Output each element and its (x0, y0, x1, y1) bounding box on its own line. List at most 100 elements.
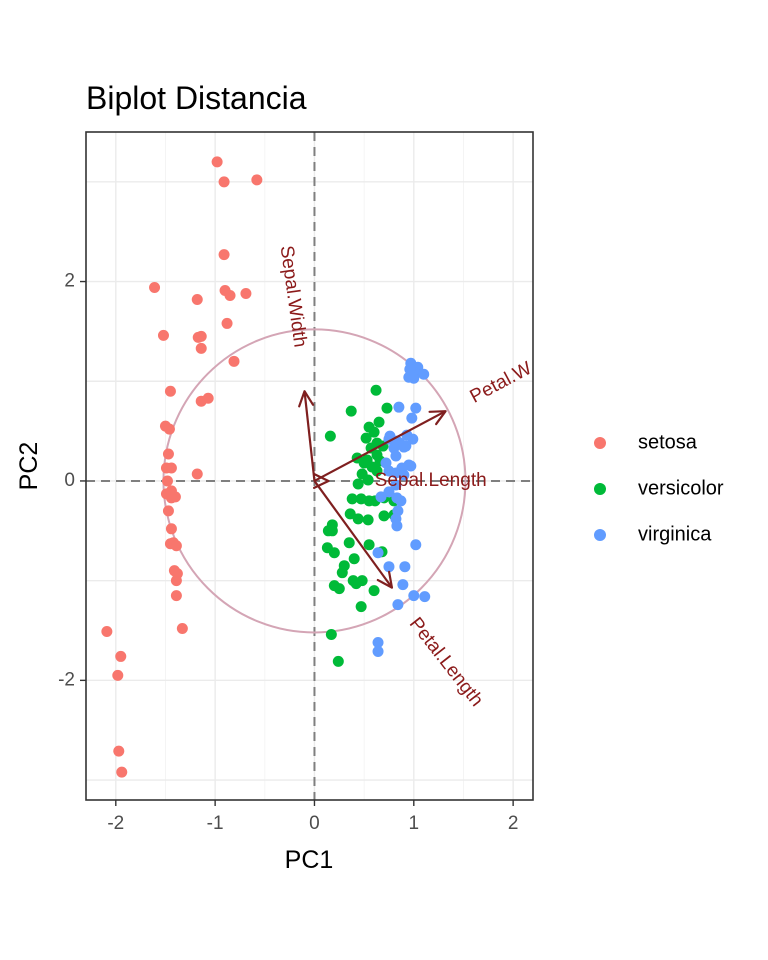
point-virginica (406, 412, 418, 424)
point-setosa (101, 626, 113, 638)
points-layer (101, 156, 431, 778)
point-virginica (372, 636, 384, 648)
point-versicolor (368, 426, 380, 438)
point-versicolor (346, 493, 358, 505)
point-virginica (390, 450, 402, 462)
y-tick-label: 2 (64, 271, 75, 292)
point-versicolor (356, 575, 368, 587)
point-virginica (399, 561, 411, 573)
point-virginica (410, 539, 422, 551)
point-setosa (228, 355, 240, 367)
loading-arrow-petal-length (313, 480, 394, 589)
point-setosa (164, 385, 176, 397)
point-virginica (393, 401, 405, 413)
point-setosa (170, 540, 182, 552)
point-setosa (115, 650, 127, 662)
point-versicolor (325, 628, 337, 640)
point-versicolor (348, 553, 360, 565)
point-virginica (398, 469, 410, 481)
point-virginica (410, 402, 422, 414)
point-versicolor (371, 465, 383, 477)
point-virginica (408, 590, 420, 602)
point-versicolor (381, 402, 393, 414)
legend-label-virginica: virginica (638, 523, 712, 545)
legend-key-versicolor (594, 483, 606, 495)
point-setosa (191, 293, 203, 305)
point-versicolor (321, 542, 333, 554)
point-virginica (398, 441, 410, 453)
point-setosa (162, 505, 174, 517)
point-virginica (383, 486, 395, 498)
point-setosa (195, 342, 207, 354)
point-setosa (192, 331, 204, 343)
point-setosa (240, 288, 252, 300)
point-setosa (218, 249, 230, 261)
point-setosa (165, 523, 177, 535)
point-setosa (157, 329, 169, 341)
point-virginica (408, 372, 420, 384)
legend-item-virginica: virginica (594, 523, 712, 545)
point-setosa (112, 669, 124, 681)
point-setosa (165, 462, 177, 474)
point-versicolor (352, 513, 364, 525)
legend-label-versicolor: versicolor (638, 477, 724, 499)
x-tick-label: 0 (309, 813, 320, 834)
point-virginica (372, 547, 384, 559)
legend-key-setosa (594, 437, 606, 449)
legend-key-virginica (594, 529, 606, 541)
x-axis-title: PC1 (285, 846, 334, 874)
y-tick-label: -2 (58, 669, 75, 690)
loading-label-sepal-length: Sepal.Length (375, 470, 487, 491)
point-setosa (170, 575, 182, 587)
panel-background (86, 132, 533, 800)
y-axis: -2 0 2 (58, 271, 86, 690)
point-versicolor (368, 585, 380, 597)
point-setosa (191, 468, 203, 480)
point-versicolor (352, 478, 364, 490)
loading-arrows (298, 390, 447, 589)
point-versicolor (333, 583, 345, 595)
point-virginica (375, 491, 387, 503)
x-tick-label: -2 (107, 813, 124, 834)
legend-item-setosa: setosa (594, 431, 698, 453)
point-virginica (407, 433, 419, 445)
point-setosa (165, 492, 177, 504)
point-versicolor (378, 510, 390, 522)
point-setosa (163, 423, 175, 435)
x-tick-label: 1 (409, 813, 420, 834)
point-setosa (116, 766, 128, 778)
point-setosa (251, 174, 263, 186)
point-setosa (221, 317, 233, 329)
point-versicolor (373, 416, 385, 428)
point-setosa (170, 590, 182, 602)
point-setosa (113, 745, 125, 757)
point-virginica (383, 561, 395, 573)
point-virginica (392, 599, 404, 611)
point-virginica (404, 363, 416, 375)
point-virginica (397, 579, 409, 591)
point-virginica (390, 479, 402, 491)
point-versicolor (355, 601, 367, 613)
y-tick-label: 0 (64, 470, 75, 491)
panel-border (85, 131, 534, 801)
point-virginica (418, 368, 430, 380)
point-setosa (176, 623, 188, 635)
point-setosa (161, 475, 173, 487)
x-axis: -2 -1 0 1 2 (107, 800, 518, 834)
point-virginica (405, 460, 417, 472)
point-versicolor (360, 432, 372, 444)
legend-item-versicolor: versicolor (594, 477, 724, 499)
point-setosa (202, 392, 214, 404)
point-setosa (149, 282, 161, 294)
point-setosa (168, 565, 180, 577)
point-versicolor (343, 537, 355, 549)
point-versicolor (336, 567, 348, 579)
legend: setosa versicolor virginica (594, 431, 724, 545)
point-versicolor (362, 514, 374, 526)
point-versicolor (332, 655, 344, 667)
chart-title: Biplot Distancia (86, 80, 307, 116)
loading-arrow-petal-w (313, 410, 447, 482)
point-versicolor (363, 539, 375, 551)
reference-lines (86, 132, 533, 800)
